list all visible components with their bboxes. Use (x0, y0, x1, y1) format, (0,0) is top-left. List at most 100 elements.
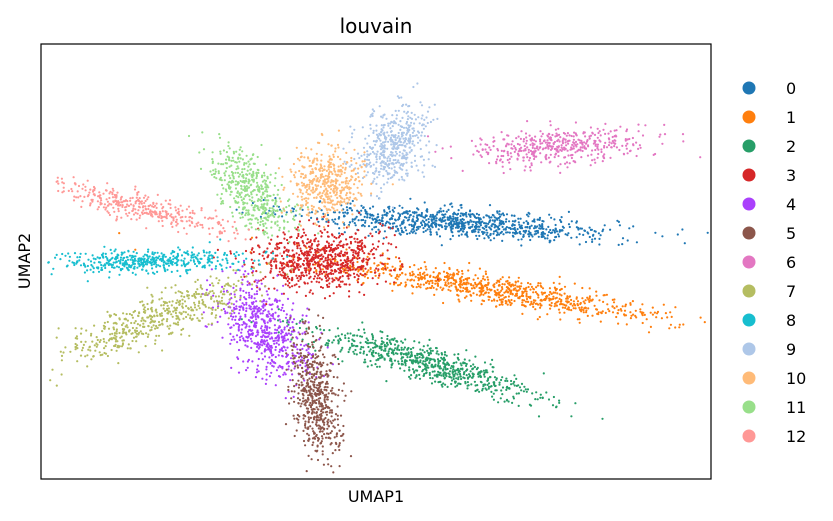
point-cluster-4 (277, 343, 280, 346)
point-cluster-1 (649, 311, 652, 314)
point-cluster-5 (338, 442, 341, 445)
point-cluster-5 (305, 407, 308, 410)
point-cluster-6 (563, 147, 566, 150)
point-cluster-4 (289, 314, 292, 317)
point-cluster-6 (597, 152, 600, 156)
point-cluster-0 (518, 231, 521, 234)
point-cluster-0 (430, 224, 433, 227)
point-cluster-1 (413, 264, 416, 267)
point-cluster-2 (493, 376, 497, 379)
point-cluster-7 (120, 345, 124, 348)
point-cluster-5 (323, 423, 326, 426)
point-cluster-2 (371, 333, 374, 336)
point-cluster-0 (464, 233, 467, 236)
point-cluster-3 (320, 278, 323, 281)
point-cluster-7 (62, 351, 65, 354)
point-cluster-1 (465, 281, 468, 284)
point-cluster-1 (496, 292, 499, 295)
point-cluster-1 (460, 275, 463, 278)
point-cluster-2 (387, 350, 390, 353)
point-cluster-1 (508, 288, 511, 291)
point-cluster-0 (475, 212, 478, 215)
point-cluster-2 (337, 357, 340, 361)
point-cluster-1 (118, 232, 121, 235)
point-cluster-3 (316, 218, 319, 221)
point-cluster-0 (505, 231, 508, 234)
point-cluster-6 (597, 148, 600, 151)
point-cluster-2 (344, 336, 347, 340)
point-cluster-7 (135, 327, 138, 330)
point-cluster-0 (470, 220, 473, 223)
point-cluster-1 (363, 275, 366, 278)
point-cluster-1 (445, 271, 448, 274)
point-cluster-3 (359, 272, 362, 275)
point-cluster-3 (267, 254, 270, 257)
point-cluster-2 (398, 348, 401, 352)
point-cluster-5 (317, 416, 320, 419)
point-cluster-1 (423, 271, 426, 274)
point-cluster-4 (256, 281, 259, 284)
point-cluster-3 (285, 248, 288, 251)
point-cluster-2 (314, 349, 317, 352)
point-cluster-6 (506, 152, 509, 155)
point-cluster-0 (360, 209, 363, 212)
point-cluster-1 (565, 297, 568, 300)
point-cluster-4 (274, 328, 277, 331)
point-cluster-5 (308, 345, 312, 348)
point-cluster-0 (374, 225, 378, 228)
point-cluster-4 (241, 278, 244, 281)
point-cluster-6 (560, 146, 563, 149)
point-cluster-4 (255, 322, 258, 325)
point-cluster-3 (361, 250, 364, 253)
point-cluster-0 (502, 228, 505, 231)
point-cluster-3 (304, 245, 307, 248)
point-cluster-0 (533, 233, 536, 236)
point-cluster-0 (334, 218, 337, 221)
point-cluster-4 (285, 332, 288, 335)
point-cluster-4 (233, 308, 236, 311)
point-cluster-1 (475, 285, 478, 288)
point-cluster-6 (637, 130, 640, 133)
point-cluster-5 (314, 401, 317, 404)
point-cluster-1 (545, 295, 548, 298)
point-cluster-2 (367, 345, 370, 349)
point-cluster-2 (404, 364, 407, 367)
point-cluster-1 (586, 296, 589, 299)
point-cluster-1 (576, 300, 580, 303)
point-cluster-1 (535, 286, 538, 289)
point-cluster-3 (336, 244, 339, 247)
point-cluster-5 (295, 382, 298, 385)
point-cluster-2 (363, 331, 366, 334)
point-cluster-4 (239, 298, 242, 301)
point-cluster-2 (438, 365, 442, 368)
point-cluster-3 (371, 243, 374, 246)
point-cluster-4 (299, 364, 302, 367)
point-cluster-4 (268, 303, 271, 306)
point-cluster-2 (462, 373, 465, 376)
point-cluster-2 (491, 366, 494, 369)
point-cluster-7 (180, 333, 183, 336)
point-cluster-2 (457, 378, 460, 381)
point-cluster-4 (272, 339, 275, 343)
point-cluster-5 (311, 443, 314, 447)
point-cluster-5 (318, 386, 321, 389)
point-cluster-3 (321, 248, 324, 251)
point-cluster-4 (261, 358, 264, 361)
point-cluster-3 (377, 240, 380, 243)
point-cluster-2 (392, 338, 395, 342)
point-cluster-4 (289, 357, 293, 360)
point-cluster-1 (447, 288, 450, 291)
point-cluster-5 (312, 430, 315, 433)
point-cluster-5 (342, 439, 345, 442)
point-cluster-0 (426, 208, 429, 211)
point-cluster-5 (314, 353, 317, 356)
point-cluster-1 (615, 305, 618, 308)
point-cluster-6 (583, 145, 586, 148)
point-cluster-0 (440, 210, 443, 213)
point-cluster-0 (485, 229, 488, 232)
point-cluster-0 (525, 213, 529, 216)
point-cluster-3 (262, 251, 265, 254)
point-cluster-5 (307, 366, 310, 369)
point-cluster-0 (505, 226, 508, 229)
point-cluster-2 (459, 362, 462, 365)
